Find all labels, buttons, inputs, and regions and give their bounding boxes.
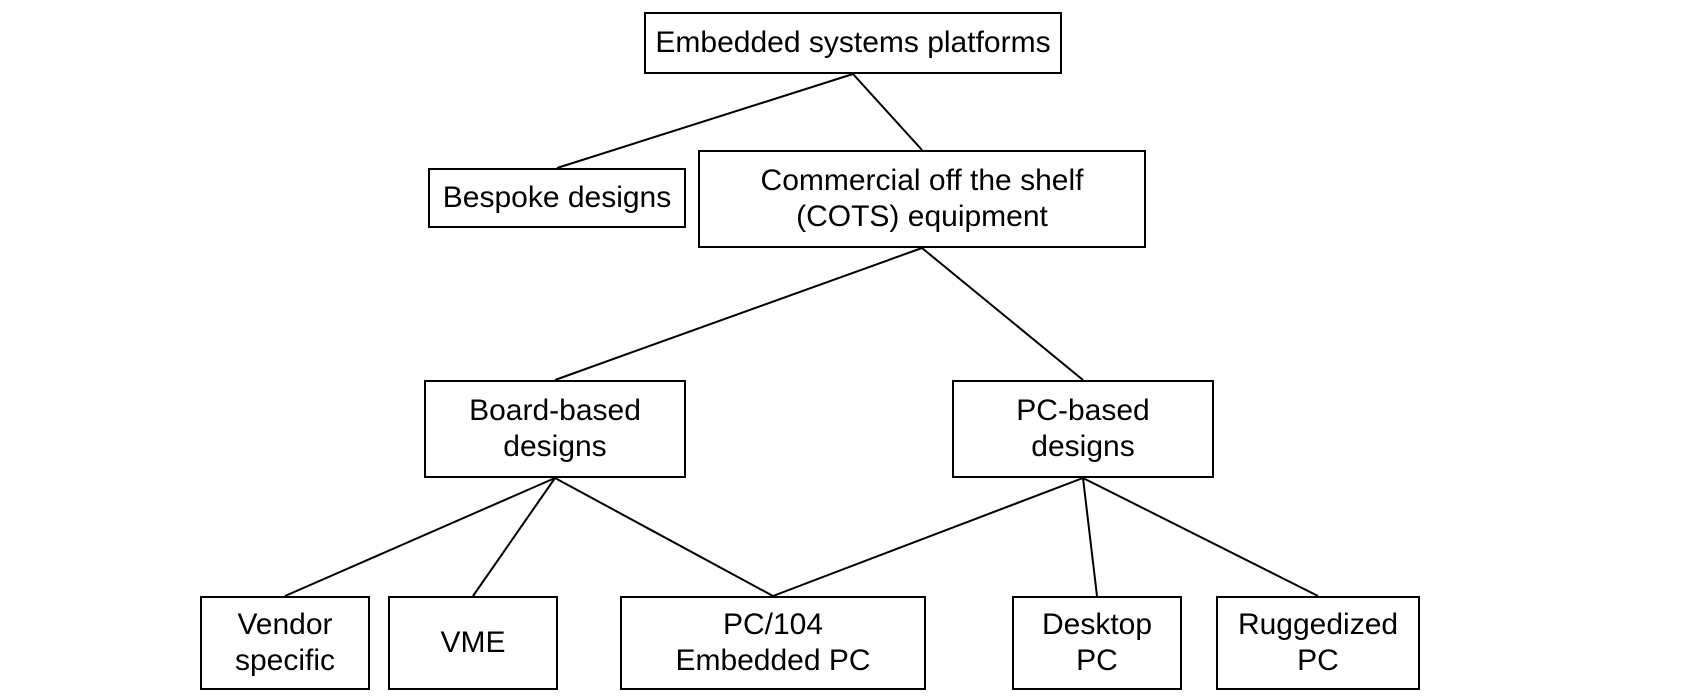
edge-pc-to-ruggedized: [1083, 478, 1318, 596]
node-cots: Commercial off the shelf (COTS) equipmen…: [698, 150, 1146, 248]
node-vme: VME: [388, 596, 558, 690]
node-bespoke: Bespoke designs: [428, 168, 686, 228]
edge-board-to-vme: [473, 478, 555, 596]
edges-layer: [0, 0, 1702, 698]
node-board: Board-based designs: [424, 380, 686, 478]
node-ruggedized: Ruggedized PC: [1216, 596, 1420, 690]
edge-pc-to-pc104: [773, 478, 1083, 596]
node-vendor: Vendor specific: [200, 596, 370, 690]
node-root: Embedded systems platforms: [644, 12, 1062, 74]
edge-cots-to-board: [555, 248, 922, 380]
edge-pc-to-desktop: [1083, 478, 1097, 596]
diagram-canvas: Embedded systems platforms Bespoke design…: [0, 0, 1702, 698]
node-pc104: PC/104 Embedded PC: [620, 596, 926, 690]
edge-board-to-pc104: [555, 478, 773, 596]
edge-board-to-vendor: [285, 478, 555, 596]
node-pc: PC-based designs: [952, 380, 1214, 478]
node-desktop: Desktop PC: [1012, 596, 1182, 690]
edge-cots-to-pc: [922, 248, 1083, 380]
edge-root-to-cots: [853, 74, 922, 150]
